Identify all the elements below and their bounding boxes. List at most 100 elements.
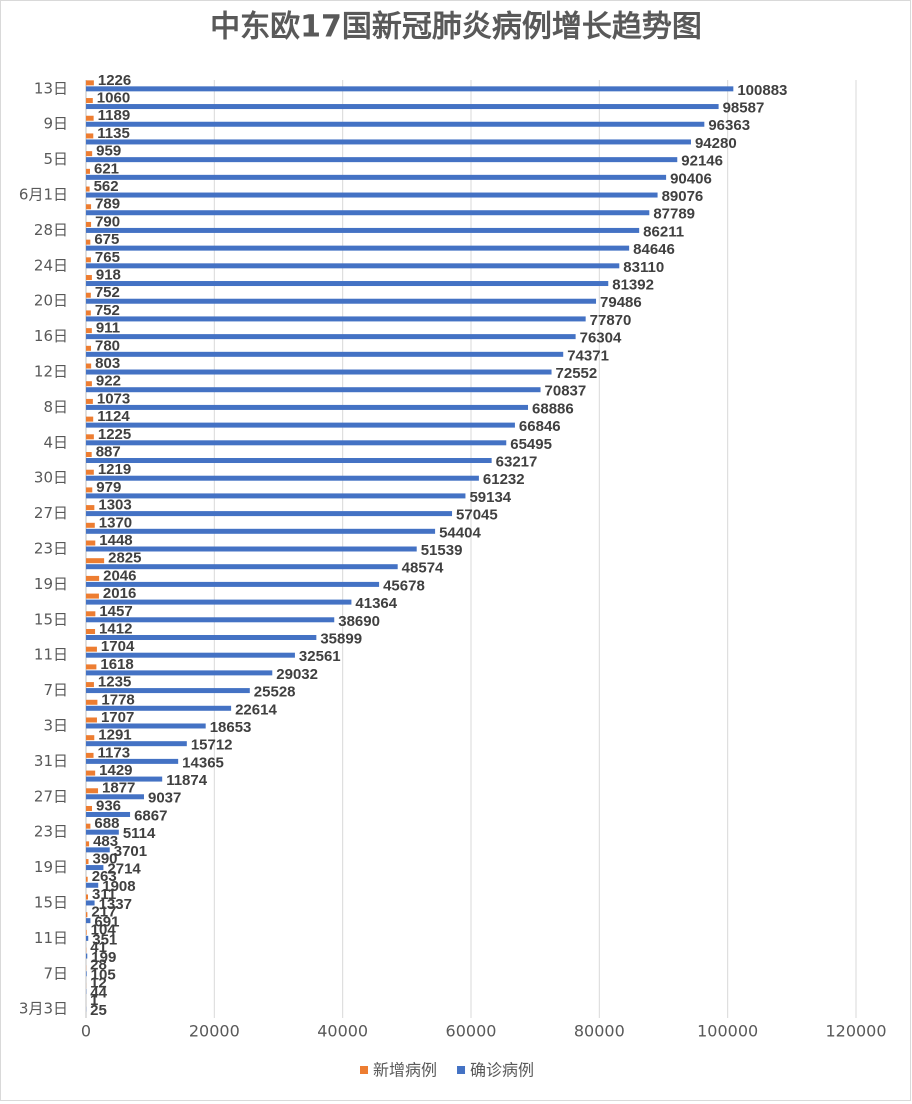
bar (86, 528, 436, 534)
x-tick-label: 0 (81, 1022, 91, 1041)
y-tick-label: 13日 (34, 79, 68, 97)
y-tick-label: 8日 (43, 398, 68, 416)
bar (86, 599, 352, 605)
value-label: 1457 (99, 603, 132, 620)
bar (86, 452, 92, 458)
value-label: 90406 (670, 170, 712, 187)
bar (86, 139, 691, 145)
bar (86, 363, 92, 369)
bar (86, 221, 92, 227)
value-label: 1778 (101, 691, 134, 708)
y-tick-label: 12日 (34, 363, 68, 381)
value-label: 41 (90, 939, 107, 956)
value-label: 1448 (99, 532, 132, 549)
legend-label: 确诊病例 (470, 1061, 534, 1080)
bar (86, 345, 92, 351)
bar (86, 422, 515, 428)
value-label: 621 (94, 160, 119, 177)
value-label: 2714 (107, 861, 141, 878)
legend-label: 新增病例 (373, 1061, 437, 1080)
bar (86, 398, 93, 404)
bar (86, 811, 131, 817)
value-label: 29032 (276, 666, 318, 683)
value-label: 94280 (695, 135, 737, 152)
bar (86, 847, 110, 853)
bar (86, 174, 667, 180)
value-label: 104 (91, 921, 117, 938)
value-label: 752 (95, 284, 120, 301)
bar (86, 646, 97, 652)
bar (86, 292, 91, 298)
bar (86, 522, 95, 528)
value-label: 66846 (519, 418, 561, 435)
bar (86, 458, 492, 464)
bar (86, 735, 95, 741)
bar (86, 334, 576, 340)
value-label: 2825 (108, 550, 141, 567)
bar (86, 841, 90, 847)
value-label: 691 (94, 914, 119, 931)
value-label: 48574 (402, 560, 444, 577)
y-tick-label: 5日 (43, 150, 68, 168)
y-tick-label: 27日 (34, 504, 68, 522)
bar (86, 912, 88, 918)
value-label: 199 (91, 949, 116, 966)
value-label: 12 (90, 974, 107, 991)
value-label: 311 (92, 886, 116, 903)
bar (86, 894, 88, 900)
bar (86, 918, 91, 924)
bar (86, 794, 144, 800)
y-tick-label: 23日 (34, 823, 68, 841)
value-label: 79486 (600, 294, 642, 311)
y-tick-label: 20日 (34, 292, 68, 310)
value-label: 390 (93, 851, 118, 868)
value-label: 74371 (567, 347, 609, 364)
value-label: 1707 (101, 709, 134, 726)
value-label: 351 (92, 931, 117, 948)
y-tick-label: 16日 (34, 327, 68, 345)
legend-swatch (457, 1066, 466, 1074)
y-tick-label: 7日 (43, 964, 68, 982)
value-label: 1618 (100, 656, 133, 673)
bar (86, 351, 564, 357)
value-label: 72552 (556, 365, 598, 382)
bar (86, 121, 705, 127)
value-label: 790 (95, 213, 120, 230)
bar (86, 475, 479, 481)
bar (86, 829, 119, 835)
value-label: 28 (90, 957, 107, 974)
bar (86, 204, 92, 210)
value-label: 1235 (98, 674, 131, 691)
bar (86, 210, 650, 216)
value-label: 1877 (102, 780, 135, 797)
bar (86, 505, 95, 511)
value-label: 263 (92, 868, 117, 885)
value-label: 22614 (235, 701, 277, 718)
bar (86, 245, 630, 251)
y-tick-label: 3日 (43, 716, 68, 734)
bar (86, 151, 93, 157)
value-label: 1189 (98, 107, 131, 124)
bar (86, 575, 100, 581)
value-label: 1303 (98, 497, 131, 514)
value-label: 922 (96, 373, 121, 390)
bar (86, 558, 105, 564)
value-label: 70837 (545, 383, 587, 400)
bar (86, 469, 94, 475)
value-label: 1 (90, 992, 98, 1009)
value-label: 688 (94, 815, 119, 832)
value-label: 5114 (123, 825, 156, 842)
bar (86, 416, 94, 422)
bar (86, 281, 609, 287)
value-label: 9037 (148, 790, 181, 807)
bar (86, 752, 94, 758)
bar (86, 316, 586, 322)
y-tick-label: 6月1日 (19, 186, 68, 204)
value-label: 86211 (643, 223, 684, 240)
value-label: 45678 (383, 577, 425, 594)
value-label: 84646 (633, 241, 675, 258)
value-label: 44 (90, 984, 107, 1001)
value-label: 1173 (98, 744, 131, 761)
value-label: 911 (96, 320, 120, 337)
